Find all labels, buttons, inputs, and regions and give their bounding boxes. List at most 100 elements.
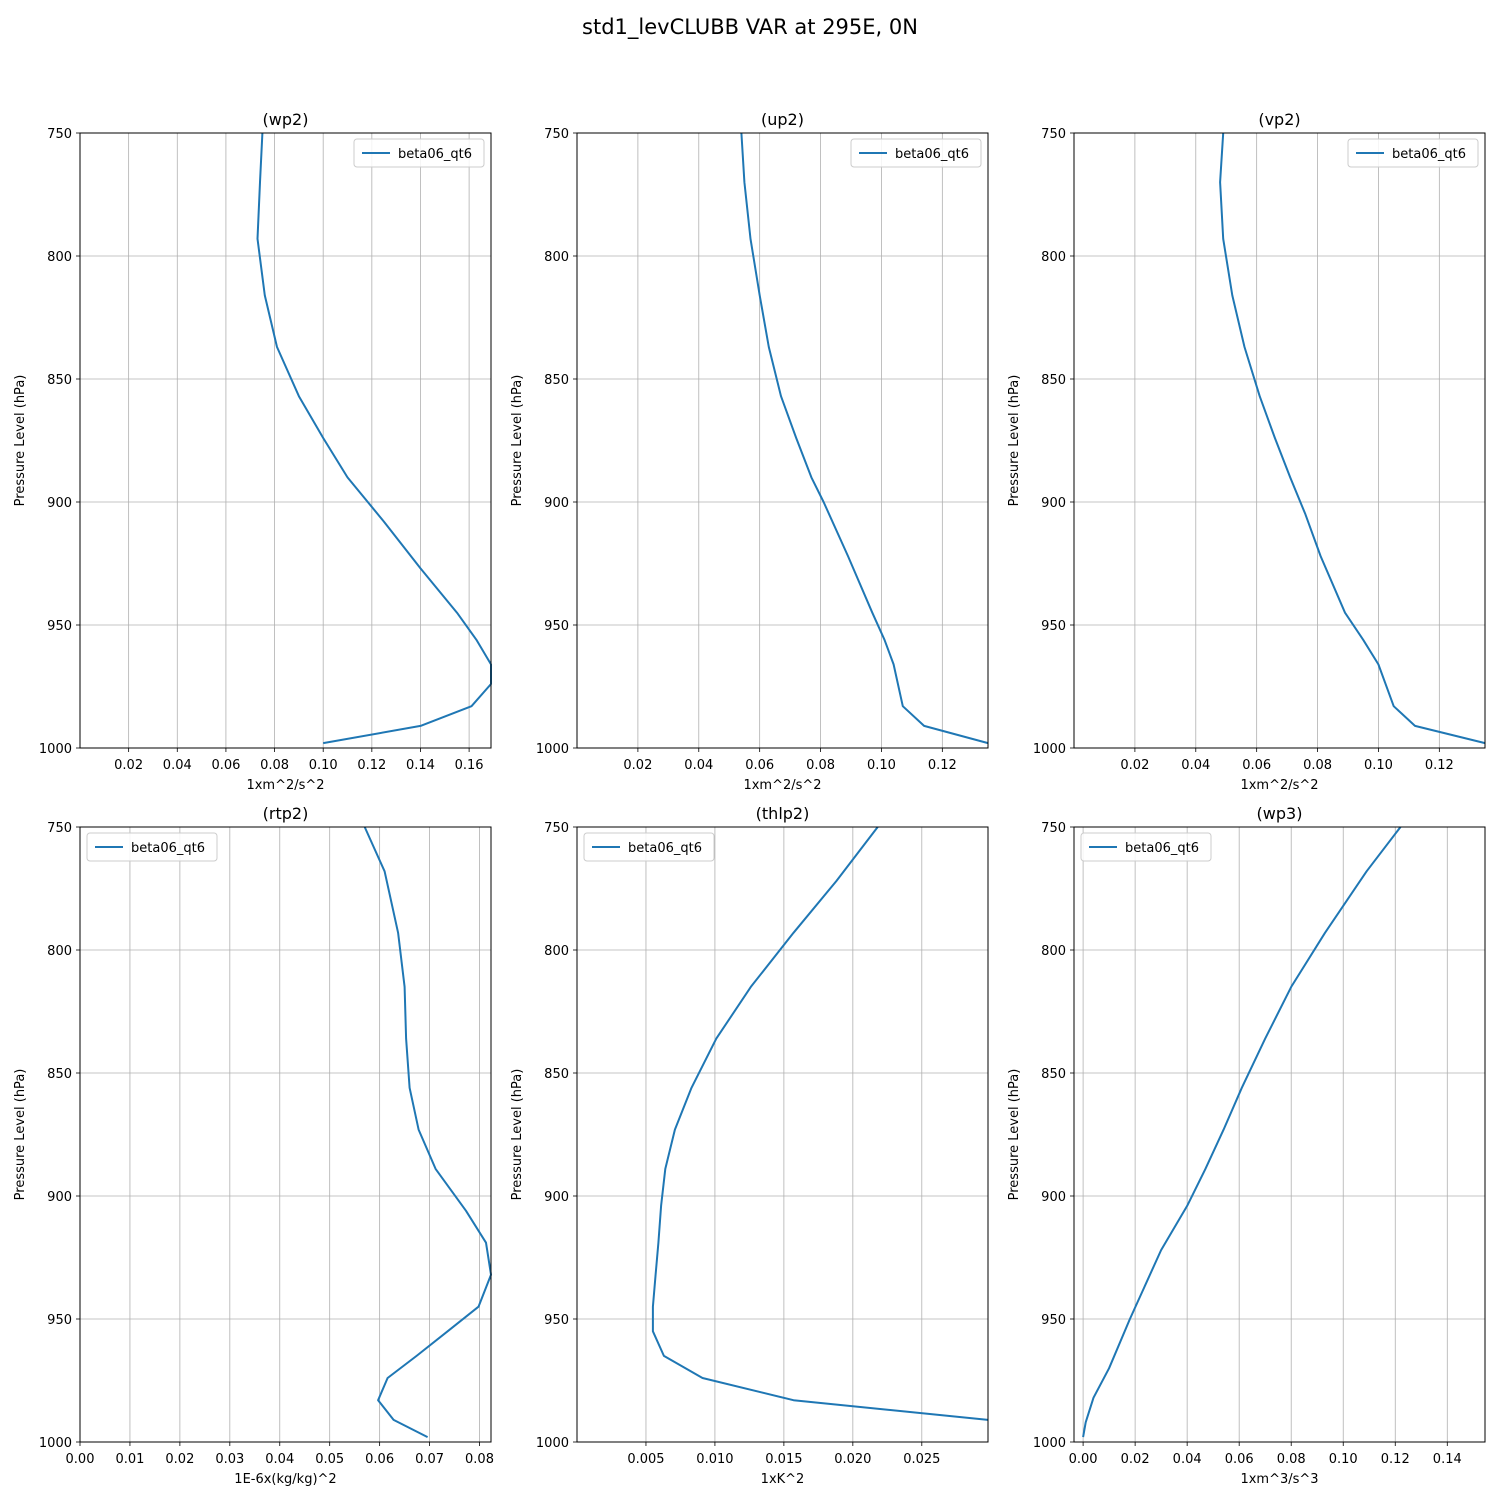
subplot-title: (vp2) <box>1258 110 1300 129</box>
y-tick-label: 850 <box>544 1067 569 1082</box>
x-tick-label: 0.025 <box>903 1452 940 1467</box>
plot-frame <box>79 132 492 749</box>
y-tick-label: 1000 <box>536 742 569 757</box>
subplot-3: 0.02 0.04 0.06 0.08 0.10 0.12 750 800 850 900 950 1… <box>1007 110 1486 793</box>
y-tick-label: 900 <box>47 496 72 511</box>
legend-box <box>1347 138 1479 168</box>
y-tick-label: 850 <box>47 1067 72 1082</box>
x-tick-label: 0.00 <box>66 1452 95 1467</box>
x-tick-label: 0.02 <box>165 1452 194 1467</box>
y-tick-label: 900 <box>544 1190 569 1205</box>
y-tick-label: 800 <box>47 250 72 265</box>
x-tick-label: 0.12 <box>1381 1452 1410 1467</box>
x-tick-label: 0.04 <box>265 1452 294 1467</box>
legend-box <box>583 832 715 862</box>
x-tick-label: 0.06 <box>1242 758 1271 773</box>
x-tick-label: 0.005 <box>627 1452 664 1467</box>
x-tick-label: 0.08 <box>1303 758 1332 773</box>
x-tick-label: 0.06 <box>211 758 240 773</box>
x-tick-label: 0.08 <box>806 758 835 773</box>
legend-label: beta06_qt6 <box>398 147 472 162</box>
subplot-2: 0.02 0.04 0.06 0.08 0.10 0.12 750 800 850 900 950 1… <box>510 110 989 793</box>
x-axis-label: 1E-6x(kg/kg)^2 <box>234 1472 336 1487</box>
x-axis-label: 1xm^2/s^2 <box>246 778 324 793</box>
x-tick-label: 0.07 <box>415 1452 444 1467</box>
y-tick-label: 800 <box>1041 944 1066 959</box>
y-tick-label: 900 <box>47 1190 72 1205</box>
series-line <box>651 826 989 1421</box>
x-tick-label: 0.04 <box>1173 1452 1202 1467</box>
y-axis-label: Pressure Level (hPa) <box>1007 1069 1022 1201</box>
legend-box <box>850 138 982 168</box>
plot-frame <box>576 826 989 1443</box>
y-tick-label: 800 <box>544 250 569 265</box>
legend-label: beta06_qt6 <box>1392 147 1466 162</box>
x-tick-label: 0.04 <box>684 758 713 773</box>
x-tick-label: 0.10 <box>867 758 896 773</box>
y-axis-label: Pressure Level (hPa) <box>510 375 525 507</box>
y-tick-label: 900 <box>1041 496 1066 511</box>
y-tick-label: 850 <box>1041 373 1066 388</box>
plot-frame <box>1073 826 1486 1443</box>
x-tick-label: 0.10 <box>1364 758 1393 773</box>
x-tick-label: 0.02 <box>1121 1452 1150 1467</box>
y-tick-label: 750 <box>47 821 72 836</box>
legend-box <box>353 138 485 168</box>
y-tick-label: 1000 <box>536 1436 569 1451</box>
subplot-title: (rtp2) <box>263 804 309 823</box>
y-tick-label: 750 <box>47 127 72 142</box>
legend-label: beta06_qt6 <box>1125 841 1199 856</box>
x-tick-label: 0.12 <box>928 758 957 773</box>
y-tick-label: 800 <box>1041 250 1066 265</box>
subplot-5: 0.005 0.010 0.015 0.020 0.025 750 800 850 900 950… <box>510 804 989 1487</box>
legend-label: beta06_qt6 <box>628 841 702 856</box>
legend-box <box>1080 832 1212 862</box>
y-tick-label: 750 <box>1041 127 1066 142</box>
plot-frame <box>1073 132 1486 749</box>
y-tick-label: 750 <box>544 821 569 836</box>
plot-frame <box>79 826 492 1443</box>
x-tick-label: 0.03 <box>215 1452 244 1467</box>
x-tick-label: 0.10 <box>1329 1452 1358 1467</box>
x-tick-label: 0.08 <box>1277 1452 1306 1467</box>
series-line <box>363 826 492 1438</box>
y-tick-label: 750 <box>544 127 569 142</box>
y-tick-label: 900 <box>544 496 569 511</box>
x-tick-label: 0.02 <box>1120 758 1149 773</box>
y-tick-label: 1000 <box>39 1436 72 1451</box>
series-line <box>1082 826 1402 1438</box>
subplot-title: (up2) <box>761 110 804 129</box>
y-tick-label: 800 <box>47 944 72 959</box>
x-tick-label: 0.020 <box>834 1452 871 1467</box>
y-tick-label: 950 <box>544 619 569 634</box>
x-tick-label: 0.06 <box>1225 1452 1254 1467</box>
x-tick-label: 0.04 <box>163 758 192 773</box>
y-tick-label: 950 <box>47 1313 72 1328</box>
subplot-title: (thlp2) <box>756 804 810 823</box>
x-tick-label: 0.02 <box>114 758 143 773</box>
y-tick-label: 850 <box>1041 1067 1066 1082</box>
x-tick-label: 0.010 <box>696 1452 733 1467</box>
series-line <box>256 132 492 745</box>
x-tick-label: 0.12 <box>357 758 386 773</box>
x-tick-label: 0.08 <box>465 1452 494 1467</box>
y-tick-label: 750 <box>1041 821 1066 836</box>
x-tick-label: 0.04 <box>1181 758 1210 773</box>
x-tick-label: 0.14 <box>406 758 435 773</box>
x-tick-label: 0.06 <box>745 758 774 773</box>
legend-label: beta06_qt6 <box>131 841 205 856</box>
x-tick-label: 0.06 <box>365 1452 394 1467</box>
y-axis-label: Pressure Level (hPa) <box>1007 375 1022 507</box>
y-tick-label: 950 <box>1041 1313 1066 1328</box>
subplot-1: 0.02 0.04 0.06 0.08 0.10 0.12 0.14 0.16 750 800 85… <box>13 110 492 793</box>
y-tick-label: 950 <box>1041 619 1066 634</box>
y-tick-label: 1000 <box>1033 1436 1066 1451</box>
x-axis-label: 1xm^2/s^2 <box>743 778 821 793</box>
y-tick-label: 850 <box>47 373 72 388</box>
x-tick-label: 0.02 <box>623 758 652 773</box>
y-axis-label: Pressure Level (hPa) <box>510 1069 525 1201</box>
x-tick-label: 0.14 <box>1433 1452 1462 1467</box>
x-axis-label: 1xm^2/s^2 <box>1240 778 1318 793</box>
x-tick-label: 0.08 <box>260 758 289 773</box>
